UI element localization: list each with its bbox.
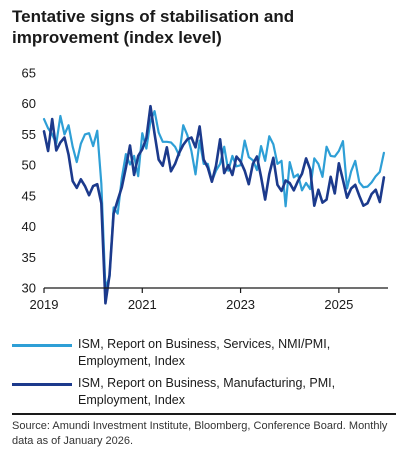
- x-tick-label: 2025: [324, 297, 353, 312]
- legend-item-manufacturing: ISM, Report on Business, Manufacturing, …: [12, 375, 396, 409]
- y-tick-label: 35: [22, 250, 36, 265]
- y-tick-label: 50: [22, 158, 36, 173]
- series-line-services: [42, 109, 385, 290]
- legend-swatch-services: [12, 344, 72, 347]
- source-divider: [12, 413, 396, 415]
- y-tick-label: 60: [22, 96, 36, 111]
- y-tick-label: 30: [22, 281, 36, 296]
- chart-title: Tentative signs of stabilisation and imp…: [12, 7, 295, 47]
- line-chart: 30 35 40 45 50 55 60 65 2019 2021 2023 2025: [22, 66, 388, 312]
- legend-item-services: ISM, Report on Business, Services, NMI/P…: [12, 336, 396, 370]
- y-tick-label: 65: [22, 66, 36, 81]
- series-line-manufacturing: [42, 104, 386, 305]
- x-tick-marks: [43, 288, 340, 293]
- legend: ISM, Report on Business, Services, NMI/P…: [12, 336, 396, 414]
- x-tick-label: 2019: [30, 297, 59, 312]
- legend-swatch-manufacturing: [12, 383, 72, 386]
- series-lines: [42, 104, 386, 305]
- x-tick-label: 2023: [226, 297, 255, 312]
- legend-label-services: ISM, Report on Business, Services, NMI/P…: [78, 337, 331, 368]
- x-tick-label: 2021: [128, 297, 157, 312]
- y-tick-label: 55: [22, 127, 36, 142]
- y-tick-label: 40: [22, 219, 36, 234]
- y-tick-label: 45: [22, 188, 36, 203]
- legend-label-manufacturing: ISM, Report on Business, Manufacturing, …: [78, 376, 336, 407]
- x-tick-labels: 2019 2021 2023 2025: [30, 297, 354, 312]
- y-tick-labels: 30 35 40 45 50 55 60 65: [22, 66, 36, 296]
- source-note: Source: Amundi Investment Institute, Blo…: [12, 420, 388, 447]
